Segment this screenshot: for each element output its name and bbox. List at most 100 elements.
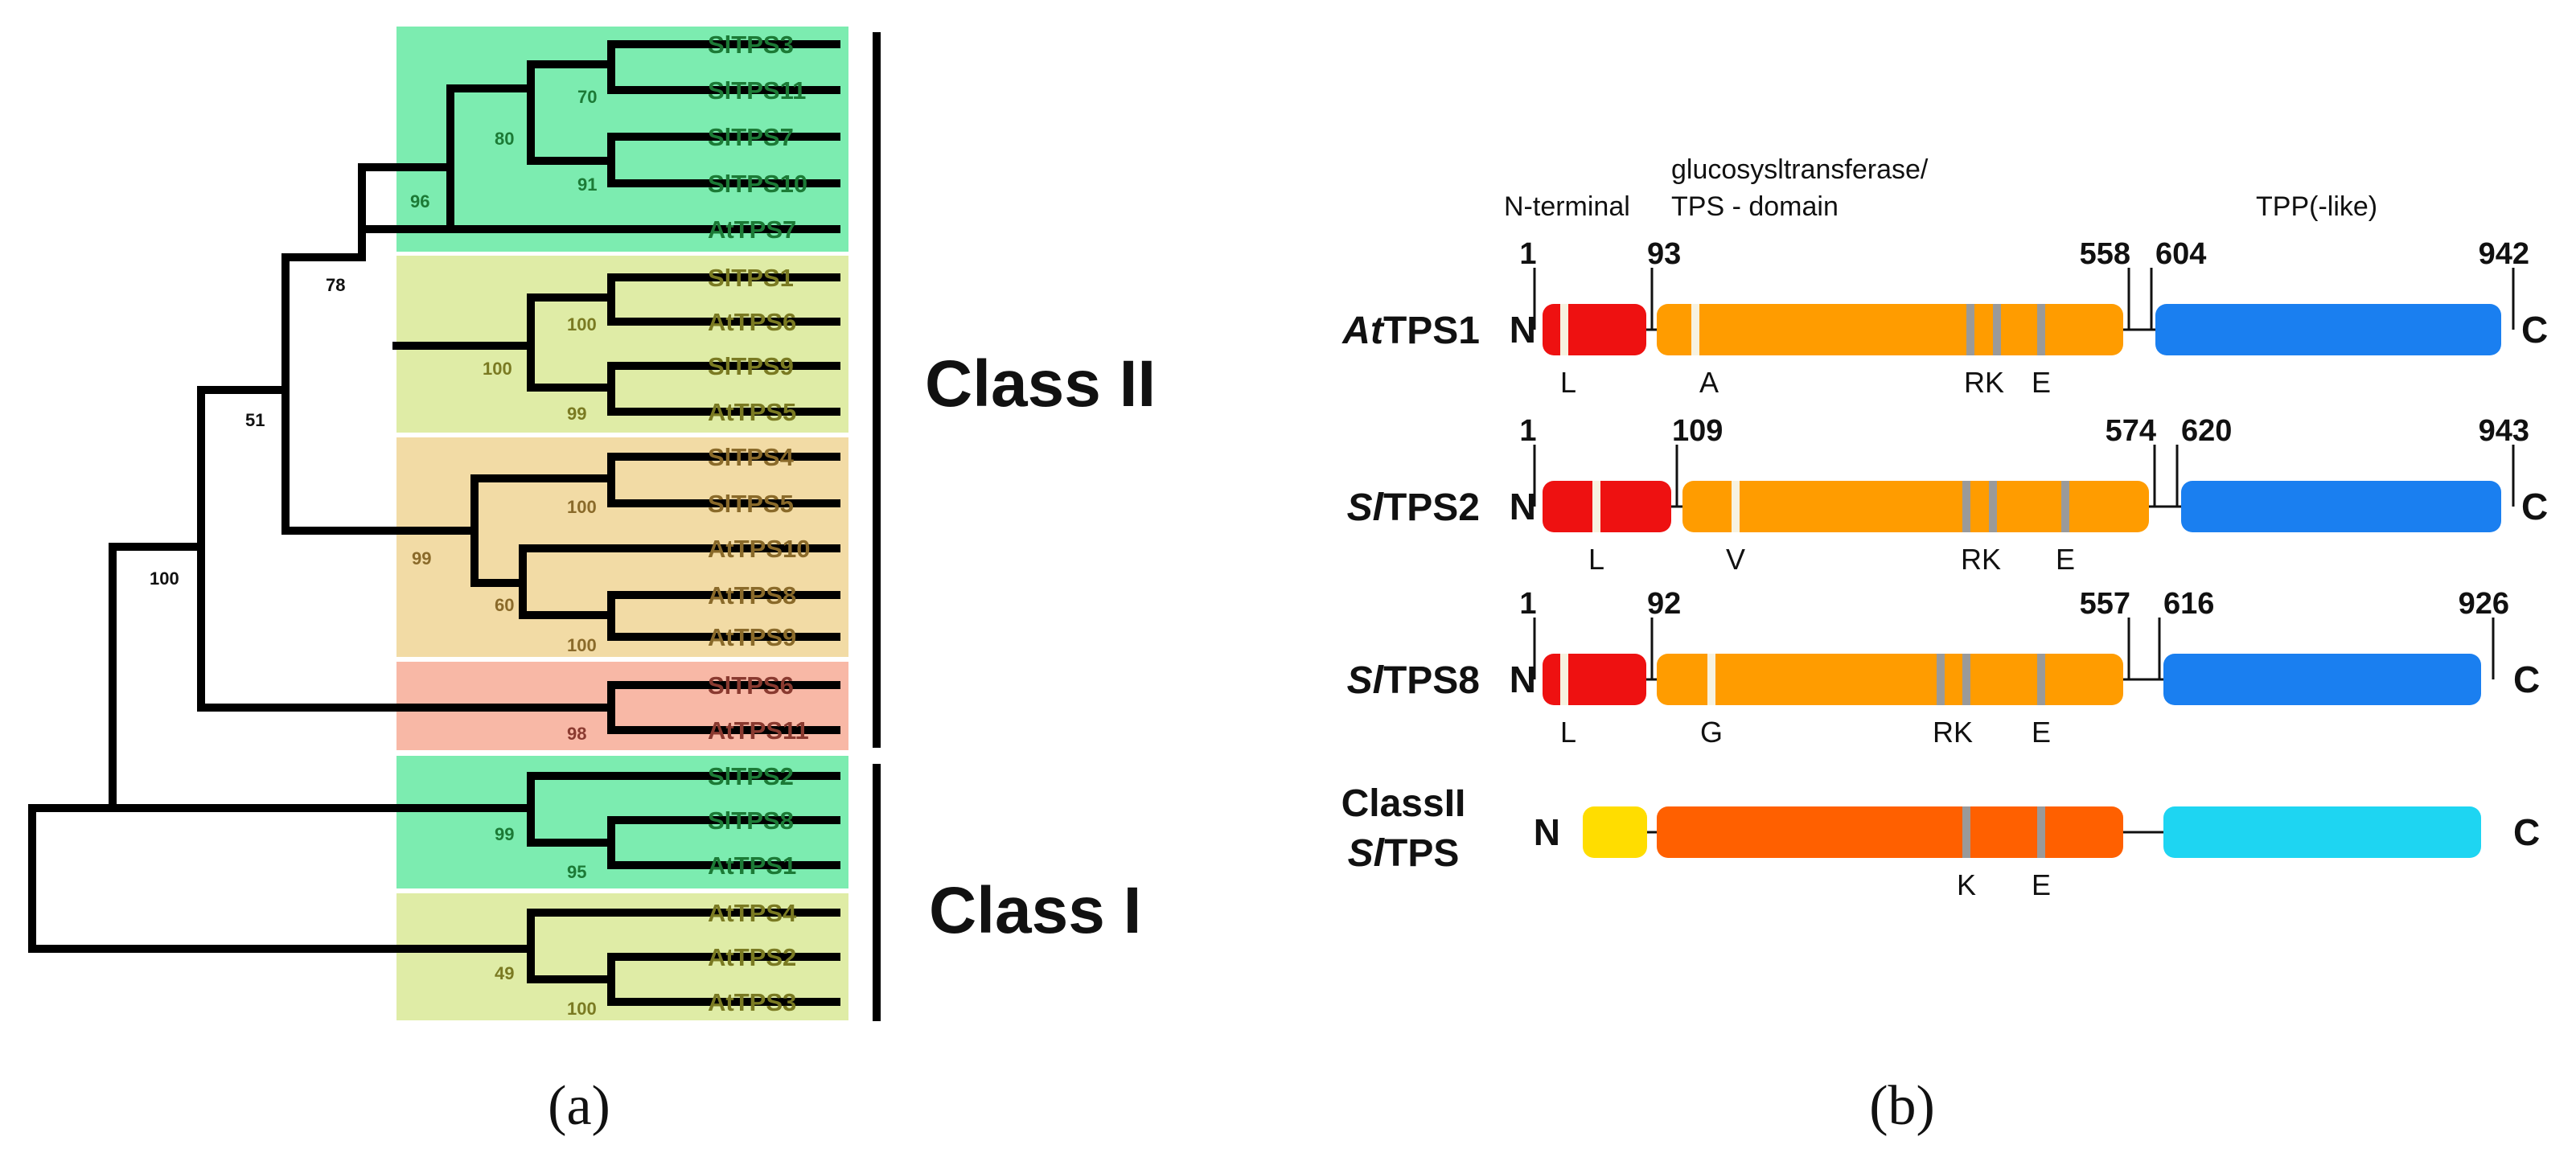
residue-label: RK <box>1964 366 2004 399</box>
n-terminus-label: N <box>1510 309 1536 351</box>
leaf-label: AtTPS6 <box>708 308 796 336</box>
position-number: 574 <box>2106 414 2156 448</box>
position-number: 942 <box>2479 237 2529 271</box>
protein-name-prefix: At <box>1341 310 1385 352</box>
tpp-domain <box>2163 806 2481 858</box>
tps-domain <box>1657 304 2123 355</box>
position-number: 92 <box>1647 587 1681 621</box>
leaf-label: SlTPS9 <box>708 352 794 380</box>
bootstrap-value: 100 <box>567 497 597 517</box>
protein-name: SlTPS2 <box>1347 486 1480 529</box>
bootstrap-value: 98 <box>567 724 586 744</box>
n-terminal-domain <box>1543 304 1646 355</box>
protein-name-suffix: TPS1 <box>1383 310 1480 352</box>
bootstrap-value: 49 <box>495 963 514 983</box>
leaf-label: AtTPS9 <box>708 623 796 651</box>
protein-name-prefix: Sl <box>1347 659 1385 702</box>
leaf-label: SlTPS7 <box>708 123 794 151</box>
class-i-label: Class I <box>929 874 1141 947</box>
residue-marker <box>2037 654 2045 705</box>
tps-domain <box>1657 654 2123 705</box>
residue-label: V <box>1726 543 1745 576</box>
panel-b-label: (b) <box>1869 1075 1935 1137</box>
position-number: 616 <box>2163 587 2214 621</box>
residue-label: E <box>2032 868 2051 901</box>
position-number: 1 <box>1519 587 1536 621</box>
bootstrap-value: 99 <box>567 404 586 424</box>
n-terminal-domain <box>1543 481 1671 532</box>
bootstrap-value: 96 <box>410 191 429 211</box>
residue-marker <box>1962 806 1970 858</box>
residue-marker <box>2037 806 2045 858</box>
residue-marker <box>1592 481 1600 532</box>
residue-marker <box>1993 304 2001 355</box>
residue-marker <box>1962 654 1970 705</box>
bootstrap-value: 99 <box>495 824 514 844</box>
class-ii-bar <box>873 32 881 748</box>
residue-marker <box>1732 481 1740 532</box>
residue-label: L <box>1560 716 1576 749</box>
position-number: 93 <box>1647 237 1681 271</box>
n-terminus-label: N <box>1510 659 1536 700</box>
residue-label: L <box>1560 366 1576 399</box>
bootstrap-value: 78 <box>326 275 345 295</box>
position-number: 926 <box>2459 587 2509 621</box>
leaf-label: AtTPS2 <box>708 943 796 971</box>
bootstrap-value: 100 <box>483 359 512 379</box>
protein-name-prefix: Sl <box>1347 486 1385 529</box>
protein-name-prefix: Sl <box>1348 832 1386 875</box>
bootstrap-value: 70 <box>577 87 597 107</box>
tps-domain <box>1657 806 2123 858</box>
leaf-label: SlTPS8 <box>708 806 794 835</box>
protein-row: ClassII SlTPS N C K E <box>1341 782 2541 901</box>
protein-name-suffix: TPS8 <box>1383 659 1480 702</box>
residue-marker <box>1560 654 1568 705</box>
residue-marker <box>1560 304 1568 355</box>
residue-label: L <box>1588 543 1604 576</box>
bootstrap-value: 95 <box>567 862 586 882</box>
header-n-terminal: N-terminal <box>1504 191 1630 222</box>
class-ii-label: Class II <box>925 347 1156 421</box>
n-terminal-domain <box>1583 806 1647 858</box>
n-terminus-label: N <box>1510 486 1536 527</box>
residue-label: G <box>1700 716 1723 749</box>
protein-name-suffix: TPS <box>1384 832 1459 875</box>
bootstrap-value: 51 <box>245 410 265 430</box>
leaf-label: SlTPS6 <box>708 671 794 700</box>
leaf-label: AtTPS3 <box>708 988 796 1016</box>
leaf-label: AtTPS7 <box>708 215 796 244</box>
leaf-label: SlTPS5 <box>708 490 794 518</box>
bootstrap-value: 60 <box>495 595 514 615</box>
residue-marker <box>2061 481 2069 532</box>
domain-structure-panel: N-terminal glucosysltransferase/ TPS - d… <box>1341 154 2549 1137</box>
c-terminus-label: C <box>2521 486 2548 527</box>
tpp-domain <box>2163 654 2481 705</box>
protein-name-suffix: TPS2 <box>1383 486 1480 529</box>
position-number: 558 <box>2080 237 2130 271</box>
residue-marker <box>1962 481 1970 532</box>
position-number: 943 <box>2479 414 2529 448</box>
n-terminus-label: N <box>1534 811 1560 853</box>
bootstrap-value: 99 <box>412 548 431 568</box>
position-number: 620 <box>2181 414 2232 448</box>
panel-a-label: (a) <box>548 1075 610 1137</box>
tree-branches <box>28 40 840 1006</box>
leaf-label: AtTPS11 <box>708 716 809 745</box>
tps-domain <box>1682 481 2149 532</box>
position-number: 1 <box>1519 414 1536 448</box>
protein-name-line1: ClassII <box>1341 782 1466 825</box>
residue-marker <box>1966 304 1974 355</box>
position-number: 557 <box>2080 587 2130 621</box>
protein-name: AtTPS1 <box>1341 310 1480 352</box>
residue-label: RK <box>1961 543 2001 576</box>
leaf-label: SlTPS10 <box>708 170 807 198</box>
class-i-bar <box>873 764 881 1021</box>
bootstrap-value: 100 <box>567 635 597 655</box>
leaf-label: AtTPS5 <box>708 398 796 426</box>
protein-name: SlTPS8 <box>1347 659 1480 702</box>
leaf-label: SlTPS11 <box>708 76 806 105</box>
residue-label: E <box>2032 716 2051 749</box>
residue-marker <box>2037 304 2045 355</box>
protein-row: SlTPS2 N C L V RK E 1 109 574 620 943 <box>1347 414 2549 576</box>
